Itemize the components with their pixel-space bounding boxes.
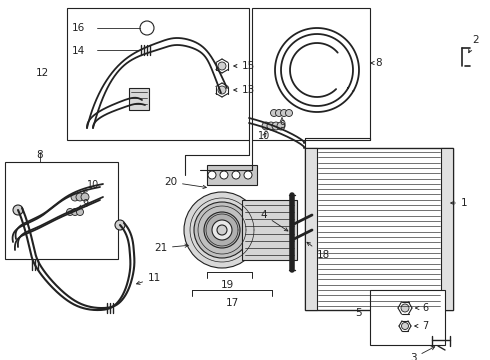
Bar — [370, 290, 445, 345]
Bar — [207, 165, 257, 185]
Bar — [67, 8, 249, 140]
Circle shape — [218, 86, 226, 94]
Circle shape — [244, 171, 252, 179]
Text: 2: 2 — [469, 35, 479, 53]
Circle shape — [72, 208, 78, 216]
Text: 20: 20 — [164, 177, 206, 189]
Text: 7: 7 — [415, 321, 428, 331]
Text: 10: 10 — [258, 131, 270, 141]
Text: 18: 18 — [307, 242, 330, 260]
Circle shape — [401, 304, 409, 312]
Circle shape — [218, 62, 226, 70]
Text: 9: 9 — [79, 199, 88, 209]
Bar — [129, 88, 149, 110]
Circle shape — [262, 122, 270, 130]
Bar — [252, 8, 370, 140]
Circle shape — [220, 171, 228, 179]
Circle shape — [67, 208, 74, 216]
Text: 19: 19 — [220, 280, 234, 290]
Circle shape — [267, 122, 275, 130]
Circle shape — [194, 202, 250, 258]
Circle shape — [184, 192, 260, 268]
Circle shape — [115, 220, 125, 230]
Circle shape — [13, 205, 23, 215]
Circle shape — [286, 109, 293, 117]
Text: 5: 5 — [355, 308, 362, 318]
Bar — [5, 162, 118, 259]
Text: 14: 14 — [72, 46, 85, 56]
Circle shape — [232, 171, 240, 179]
Circle shape — [277, 122, 285, 130]
Text: 8: 8 — [37, 150, 43, 160]
Circle shape — [76, 208, 83, 216]
Text: 3: 3 — [410, 347, 435, 360]
Text: 13: 13 — [234, 85, 255, 95]
Text: 15: 15 — [234, 61, 255, 71]
Circle shape — [270, 109, 277, 117]
Circle shape — [275, 109, 283, 117]
Text: 17: 17 — [225, 298, 239, 308]
Circle shape — [212, 220, 232, 240]
Circle shape — [272, 122, 280, 130]
Circle shape — [81, 193, 89, 201]
Circle shape — [280, 109, 288, 117]
Bar — [305, 148, 453, 310]
Text: 8: 8 — [371, 58, 382, 68]
Bar — [441, 148, 453, 310]
Circle shape — [204, 212, 240, 248]
Bar — [242, 200, 297, 260]
Text: 9: 9 — [279, 117, 285, 130]
Circle shape — [140, 21, 154, 35]
Circle shape — [208, 171, 216, 179]
Text: 16: 16 — [72, 23, 85, 33]
Text: 11: 11 — [137, 273, 161, 284]
Circle shape — [71, 193, 79, 201]
Circle shape — [401, 323, 409, 329]
Text: 4: 4 — [260, 210, 288, 231]
Bar — [305, 148, 317, 310]
Text: 12: 12 — [36, 68, 49, 78]
Circle shape — [217, 225, 227, 235]
Text: 1: 1 — [451, 198, 467, 208]
Text: 21: 21 — [154, 243, 188, 253]
Text: 10: 10 — [84, 180, 99, 193]
Text: 6: 6 — [416, 303, 428, 313]
Circle shape — [76, 193, 84, 201]
